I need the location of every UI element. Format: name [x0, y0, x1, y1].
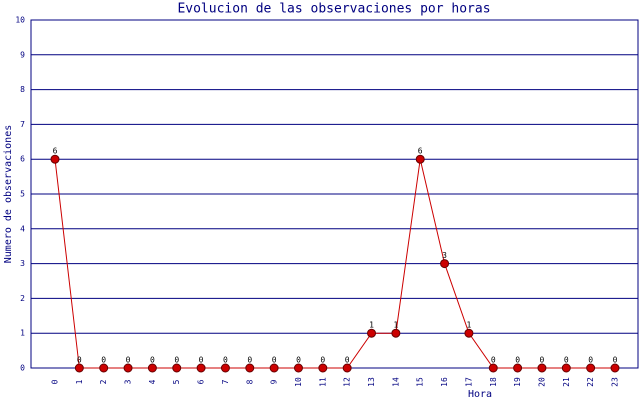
- x-tick-label: 6: [197, 379, 206, 384]
- data-label: 0: [515, 356, 520, 365]
- data-point: [415, 154, 425, 164]
- y-tick-label: 7: [20, 120, 25, 129]
- x-tick-label: 5: [172, 379, 181, 384]
- x-tick-label: 1: [75, 379, 84, 384]
- x-tick-label: 0: [51, 379, 60, 384]
- data-point: [586, 363, 596, 373]
- x-tick-label: 21: [562, 377, 571, 387]
- data-label: 3: [442, 251, 447, 260]
- data-point: [99, 363, 109, 373]
- x-axis-title: Hora: [468, 389, 492, 400]
- x-tick-label: 10: [294, 377, 303, 387]
- data-label: 0: [150, 356, 155, 365]
- data-point: [50, 154, 60, 164]
- data-label: 0: [540, 356, 545, 365]
- data-point: [196, 363, 206, 373]
- x-tick-label: 12: [343, 377, 352, 387]
- data-label: 6: [418, 147, 423, 156]
- y-tick-label: 3: [20, 259, 25, 268]
- data-label: 0: [77, 356, 82, 365]
- x-tick-label: 13: [367, 377, 376, 387]
- data-point: [293, 363, 303, 373]
- data-point: [440, 259, 450, 269]
- data-label: 1: [369, 321, 374, 330]
- x-tick-label: 3: [124, 379, 133, 384]
- data-label: 0: [247, 356, 252, 365]
- data-point: [318, 363, 328, 373]
- x-tick-label: 16: [440, 377, 449, 387]
- data-label: 0: [588, 356, 593, 365]
- y-tick-label: 4: [20, 224, 25, 233]
- x-tick-label: 14: [391, 377, 400, 387]
- data-point: [74, 363, 84, 373]
- y-tick-label: 9: [20, 50, 25, 59]
- data-point: [488, 363, 498, 373]
- x-tick-label: 15: [416, 377, 425, 387]
- data-point: [269, 363, 279, 373]
- x-tick-label: 4: [148, 379, 157, 384]
- x-tick-label: 8: [245, 379, 254, 384]
- data-label: 0: [296, 356, 301, 365]
- x-tick-label: 2: [99, 379, 108, 384]
- y-tick-label: 0: [20, 364, 25, 373]
- data-point: [537, 363, 547, 373]
- data-point: [367, 328, 377, 338]
- data-label: 0: [174, 356, 179, 365]
- data-label: 0: [320, 356, 325, 365]
- y-tick-label: 6: [20, 155, 25, 164]
- y-tick-label: 1: [20, 329, 25, 338]
- data-point: [561, 363, 571, 373]
- y-tick-label: 8: [20, 85, 25, 94]
- data-label: 0: [491, 356, 496, 365]
- data-label: 0: [199, 356, 204, 365]
- y-axis-title: Numero de observaciones: [3, 125, 14, 263]
- x-tick-label: 7: [221, 379, 230, 384]
- y-tick-label: 10: [15, 16, 25, 25]
- x-tick-label: 17: [464, 377, 473, 387]
- y-tick-label: 2: [20, 294, 25, 303]
- x-tick-label: 22: [586, 377, 595, 387]
- x-tick-label: 20: [537, 377, 546, 387]
- x-tick-label: 9: [270, 379, 279, 384]
- data-label: 0: [272, 356, 277, 365]
- x-tick-label: 11: [318, 377, 327, 387]
- chart-title: Evolucion de las observaciones por horas: [177, 2, 490, 17]
- data-point: [342, 363, 352, 373]
- data-point: [513, 363, 523, 373]
- data-label: 0: [613, 356, 618, 365]
- data-point: [172, 363, 182, 373]
- x-tick-label: 19: [513, 377, 522, 387]
- data-point: [245, 363, 255, 373]
- data-point: [147, 363, 157, 373]
- data-label: 0: [101, 356, 106, 365]
- data-point: [391, 328, 401, 338]
- data-point: [220, 363, 230, 373]
- data-label: 1: [466, 321, 471, 330]
- data-point: [123, 363, 133, 373]
- data-label: 0: [126, 356, 131, 365]
- data-label: 1: [393, 321, 398, 330]
- data-point: [464, 328, 474, 338]
- x-tick-label: 23: [611, 377, 620, 387]
- data-label: 6: [53, 147, 58, 156]
- x-tick-label: 18: [489, 377, 498, 387]
- data-point: [610, 363, 620, 373]
- y-tick-label: 5: [20, 190, 25, 199]
- data-label: 0: [223, 356, 228, 365]
- data-label: 0: [345, 356, 350, 365]
- data-label: 0: [564, 356, 569, 365]
